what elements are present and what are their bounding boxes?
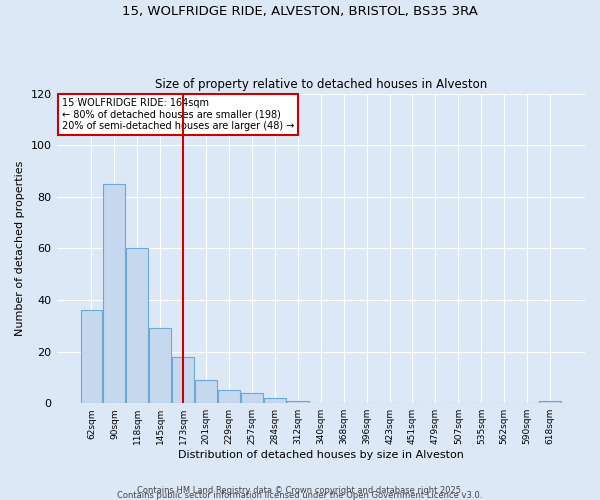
X-axis label: Distribution of detached houses by size in Alveston: Distribution of detached houses by size … (178, 450, 464, 460)
Bar (103, 184, 125, 403)
Text: 15 WOLFRIDGE RIDE: 164sqm
← 80% of detached houses are smaller (198)
20% of semi: 15 WOLFRIDGE RIDE: 164sqm ← 80% of detac… (62, 98, 294, 132)
Bar (539, 400, 561, 403)
Bar (195, 380, 217, 403)
Y-axis label: Number of detached properties: Number of detached properties (15, 160, 25, 336)
Title: Size of property relative to detached houses in Alveston: Size of property relative to detached ho… (155, 78, 487, 91)
Bar (127, 248, 148, 403)
Text: Contains HM Land Registry data © Crown copyright and database right 2025.: Contains HM Land Registry data © Crown c… (137, 486, 463, 495)
Bar (172, 357, 194, 403)
Text: Contains public sector information licensed under the Open Government Licence v3: Contains public sector information licen… (118, 490, 482, 500)
Bar (149, 328, 171, 403)
Bar (218, 390, 240, 403)
Bar (241, 393, 263, 403)
Bar (80, 310, 103, 403)
Bar (264, 398, 286, 403)
Text: 15, WOLFRIDGE RIDE, ALVESTON, BRISTOL, BS35 3RA: 15, WOLFRIDGE RIDE, ALVESTON, BRISTOL, B… (122, 5, 478, 18)
Bar (287, 400, 309, 403)
